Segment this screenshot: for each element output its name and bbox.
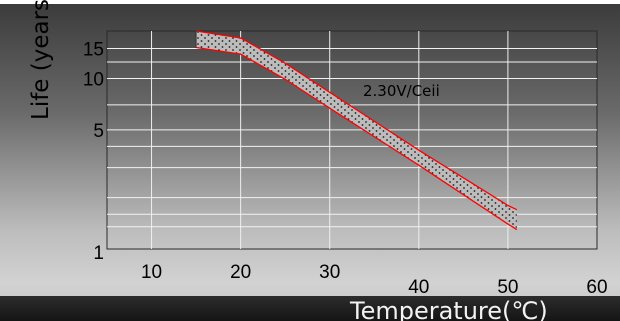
data-band <box>195 30 518 231</box>
y-tick-label-1: 1 <box>93 243 104 264</box>
y-tick-label-5: 5 <box>93 121 104 142</box>
x-tick-label-10: 10 <box>141 262 162 283</box>
grid-horizontal <box>107 48 597 228</box>
x-tick-label-30: 30 <box>319 262 340 283</box>
band-fill <box>196 31 517 230</box>
y-tick-label-15: 15 <box>83 40 104 61</box>
x-tick-label-20: 20 <box>230 262 251 283</box>
y-tick-label-10: 10 <box>83 70 104 91</box>
band-upper-line <box>195 30 518 211</box>
x-tick-label-50: 50 <box>497 277 518 298</box>
y-axis-label: Life (years) <box>28 0 54 120</box>
x-tick-label-60: 60 <box>586 277 607 298</box>
annotation-label: 2.30V/Ceii <box>363 82 440 100</box>
x-tick-label-40: 40 <box>408 277 429 298</box>
x-tick-labels: 10 20 30 40 50 60 <box>141 262 608 298</box>
bottom-strip <box>0 296 620 321</box>
plot-background <box>106 30 598 250</box>
x-axis-label: Temperature(℃) <box>349 297 548 321</box>
band-lower-line <box>195 46 518 231</box>
top-border <box>0 0 620 4</box>
